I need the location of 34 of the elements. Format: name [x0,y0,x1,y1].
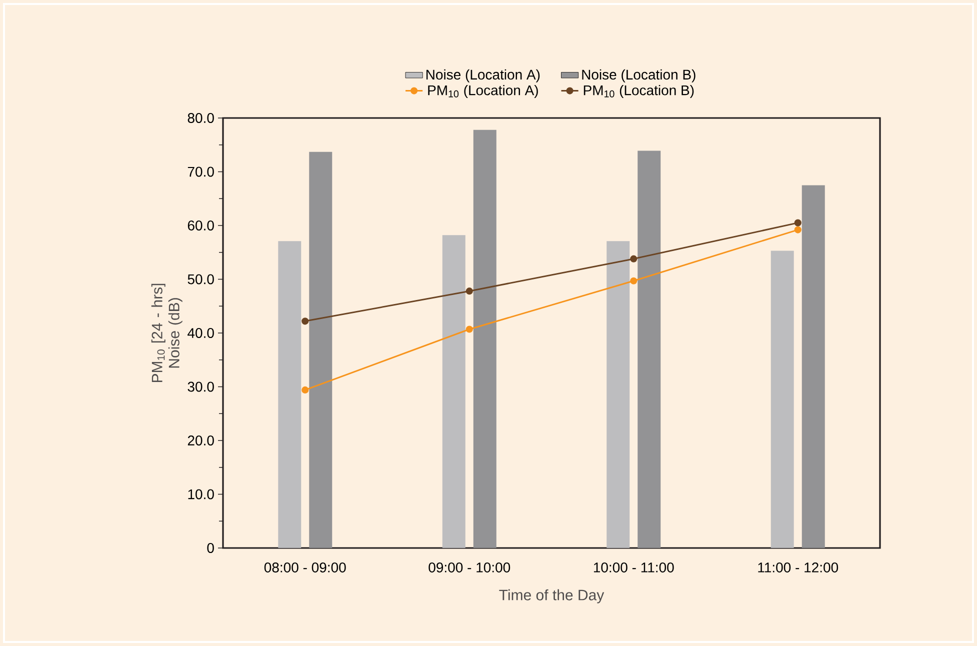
legend-label: PM$_{10}$ (Location B) [584,84,694,98]
y-tick-label: 50.0 [188,274,214,284]
bar [309,152,332,548]
bar [770,250,794,548]
point [466,288,473,295]
y-tick-label: 60.0 [188,220,214,230]
legend-label: PM$_{10}$ (Location A) [428,84,538,98]
y-tick-label: 70.0 [188,166,214,177]
bar [442,235,466,548]
point [302,386,309,394]
bar [278,241,302,548]
y-tick-label: 20.0 [188,436,214,446]
y-tick-label: 30.0 [188,382,214,392]
point [794,226,802,234]
bar [606,241,630,548]
y-tick-label: 40.0 [188,328,214,338]
x-tick-label: 08:00 - 09:00 [264,562,346,572]
bar [802,185,825,548]
y-tick-label: 0 [207,543,214,553]
y-tick-label: 80.0 [188,113,214,123]
legend-label: Noise (Location B) [582,69,696,82]
x-axis-title: Time of the Day [499,589,604,604]
bar [473,130,496,548]
legend-label: Noise (Location A) [426,69,540,82]
x-tick-label: 09:00 - 10:00 [428,562,510,572]
y-tick-label: 10.0 [188,489,214,500]
x-tick-label: 10:00 - 11:00 [594,562,674,572]
point [302,318,309,325]
bar [638,150,661,548]
point [794,219,802,226]
x-tick-label: 11:00 - 12:00 [758,562,838,572]
point [466,326,473,333]
point [630,255,638,262]
point [630,277,638,284]
